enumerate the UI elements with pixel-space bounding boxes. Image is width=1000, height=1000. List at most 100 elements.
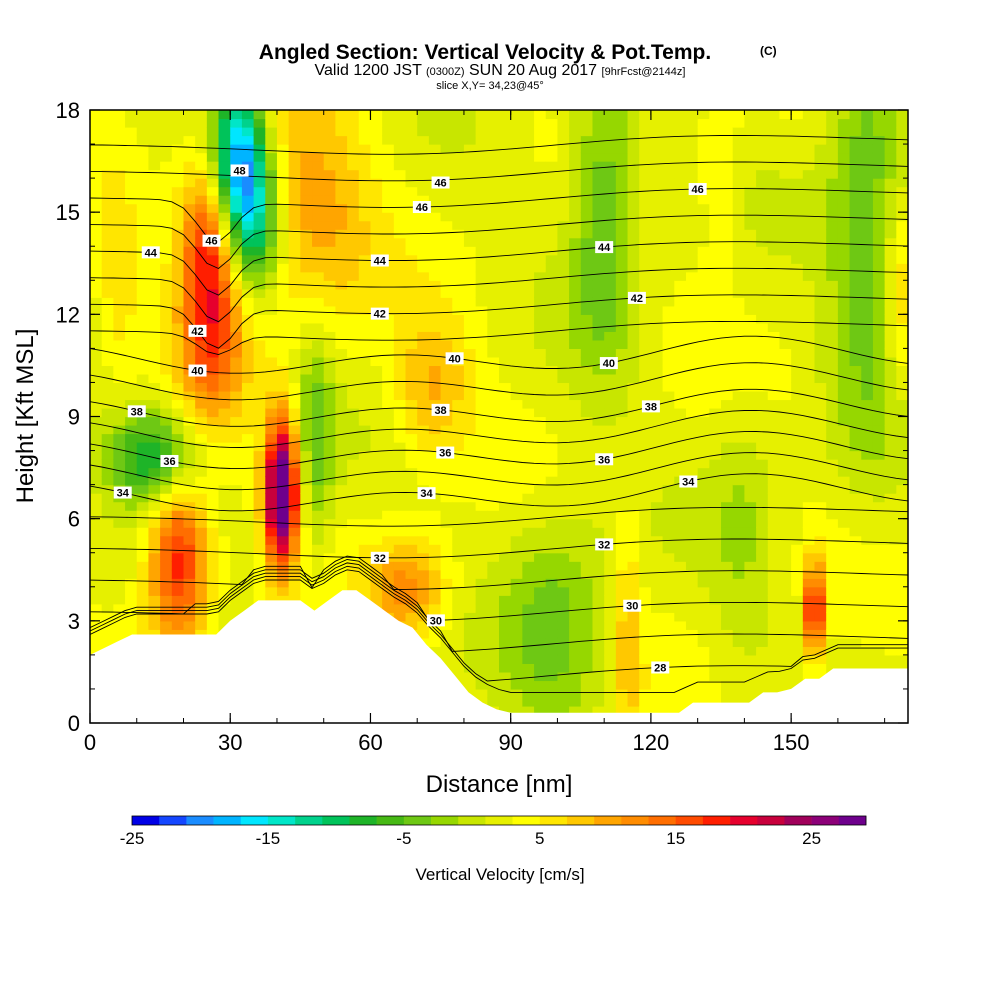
velocity-cell bbox=[756, 467, 769, 477]
velocity-cell bbox=[872, 484, 886, 494]
velocity-cell bbox=[171, 254, 185, 264]
velocity-cell bbox=[382, 339, 395, 349]
velocity-cell bbox=[358, 271, 372, 281]
velocity-cell bbox=[849, 331, 862, 341]
velocity-cell bbox=[347, 203, 360, 213]
velocity-cell bbox=[615, 688, 629, 699]
velocity-cell bbox=[721, 135, 734, 145]
velocity-cell bbox=[604, 280, 617, 290]
velocity-cell bbox=[896, 612, 908, 622]
velocity-cell bbox=[487, 390, 500, 401]
velocity-cell bbox=[756, 620, 769, 630]
velocity-cell bbox=[685, 127, 699, 137]
velocity-cell bbox=[452, 407, 465, 418]
velocity-cell bbox=[265, 493, 278, 503]
velocity-cell bbox=[241, 237, 255, 247]
velocity-cell bbox=[335, 280, 348, 290]
velocity-cell bbox=[674, 416, 687, 426]
velocity-cell bbox=[674, 110, 687, 120]
velocity-cell bbox=[896, 637, 908, 647]
velocity-cell bbox=[323, 280, 336, 290]
velocity-cell bbox=[756, 144, 769, 154]
velocity-cell bbox=[241, 467, 255, 477]
velocity-cell bbox=[557, 237, 570, 247]
velocity-cell bbox=[148, 578, 161, 588]
velocity-cell bbox=[615, 169, 629, 179]
velocity-cell bbox=[826, 229, 839, 239]
velocity-cell bbox=[300, 493, 313, 503]
velocity-cell bbox=[370, 288, 383, 298]
velocity-cell bbox=[440, 416, 453, 426]
velocity-cell bbox=[557, 297, 570, 307]
velocity-cell bbox=[849, 535, 862, 545]
velocity-cell bbox=[90, 450, 103, 460]
velocity-cell bbox=[90, 527, 103, 537]
velocity-cell bbox=[580, 254, 594, 264]
velocity-cell bbox=[101, 348, 114, 358]
velocity-cell bbox=[802, 442, 816, 452]
velocity-cell bbox=[370, 212, 383, 222]
velocity-cell bbox=[358, 322, 372, 332]
velocity-cell bbox=[195, 271, 208, 281]
velocity-cell bbox=[627, 671, 640, 682]
velocity-cell bbox=[837, 552, 851, 562]
velocity-cell bbox=[884, 390, 897, 401]
velocity-cell bbox=[849, 365, 862, 375]
velocity-cell bbox=[452, 450, 465, 460]
velocity-cell bbox=[358, 314, 372, 324]
velocity-cell bbox=[148, 425, 161, 435]
velocity-cell bbox=[113, 595, 126, 605]
velocity-cell bbox=[452, 331, 465, 341]
velocity-cell bbox=[627, 220, 640, 230]
velocity-cell bbox=[370, 510, 383, 520]
velocity-cell bbox=[732, 416, 745, 426]
velocity-cell bbox=[475, 263, 488, 273]
velocity-cell bbox=[463, 442, 477, 452]
velocity-cell bbox=[358, 186, 372, 196]
velocity-cell bbox=[463, 246, 477, 256]
velocity-cell bbox=[300, 195, 313, 205]
velocity-cell bbox=[183, 203, 196, 213]
velocity-cell bbox=[218, 203, 231, 213]
velocity-cell bbox=[569, 152, 582, 162]
velocity-cell bbox=[767, 407, 781, 418]
velocity-cell bbox=[872, 339, 886, 349]
velocity-cell bbox=[440, 382, 453, 392]
velocity-cell bbox=[510, 561, 523, 571]
velocity-cell bbox=[744, 382, 757, 392]
velocity-cell bbox=[440, 195, 453, 205]
velocity-cell bbox=[791, 365, 804, 375]
velocity-cell bbox=[791, 212, 804, 222]
velocity-cell bbox=[826, 382, 839, 392]
velocity-cell bbox=[499, 595, 512, 605]
velocity-cell bbox=[592, 467, 605, 477]
velocity-cell bbox=[615, 425, 629, 435]
velocity-cell bbox=[160, 510, 173, 520]
velocity-cell bbox=[183, 152, 196, 162]
velocity-cell bbox=[241, 407, 255, 418]
velocity-cell bbox=[90, 595, 103, 605]
velocity-cell bbox=[276, 271, 290, 281]
velocity-cell bbox=[674, 501, 687, 511]
velocity-cell bbox=[826, 322, 839, 332]
velocity-cell bbox=[639, 433, 652, 443]
velocity-cell bbox=[674, 348, 687, 358]
velocity-cell bbox=[218, 373, 231, 384]
velocity-cell bbox=[160, 382, 173, 392]
velocity-cell bbox=[837, 586, 851, 596]
velocity-cell bbox=[335, 476, 348, 486]
velocity-cell bbox=[510, 356, 523, 367]
velocity-cell bbox=[756, 314, 769, 324]
velocity-cell bbox=[779, 646, 792, 656]
velocity-cell bbox=[382, 288, 395, 298]
velocity-cell bbox=[604, 254, 617, 264]
velocity-cell bbox=[312, 484, 325, 494]
velocity-cell bbox=[206, 493, 220, 503]
velocity-cell bbox=[685, 288, 699, 298]
velocity-cell bbox=[826, 561, 839, 571]
velocity-cell bbox=[697, 433, 710, 443]
velocity-cell bbox=[276, 407, 290, 418]
velocity-cell bbox=[136, 535, 150, 545]
velocity-cell bbox=[674, 382, 687, 392]
velocity-cell bbox=[744, 178, 757, 188]
